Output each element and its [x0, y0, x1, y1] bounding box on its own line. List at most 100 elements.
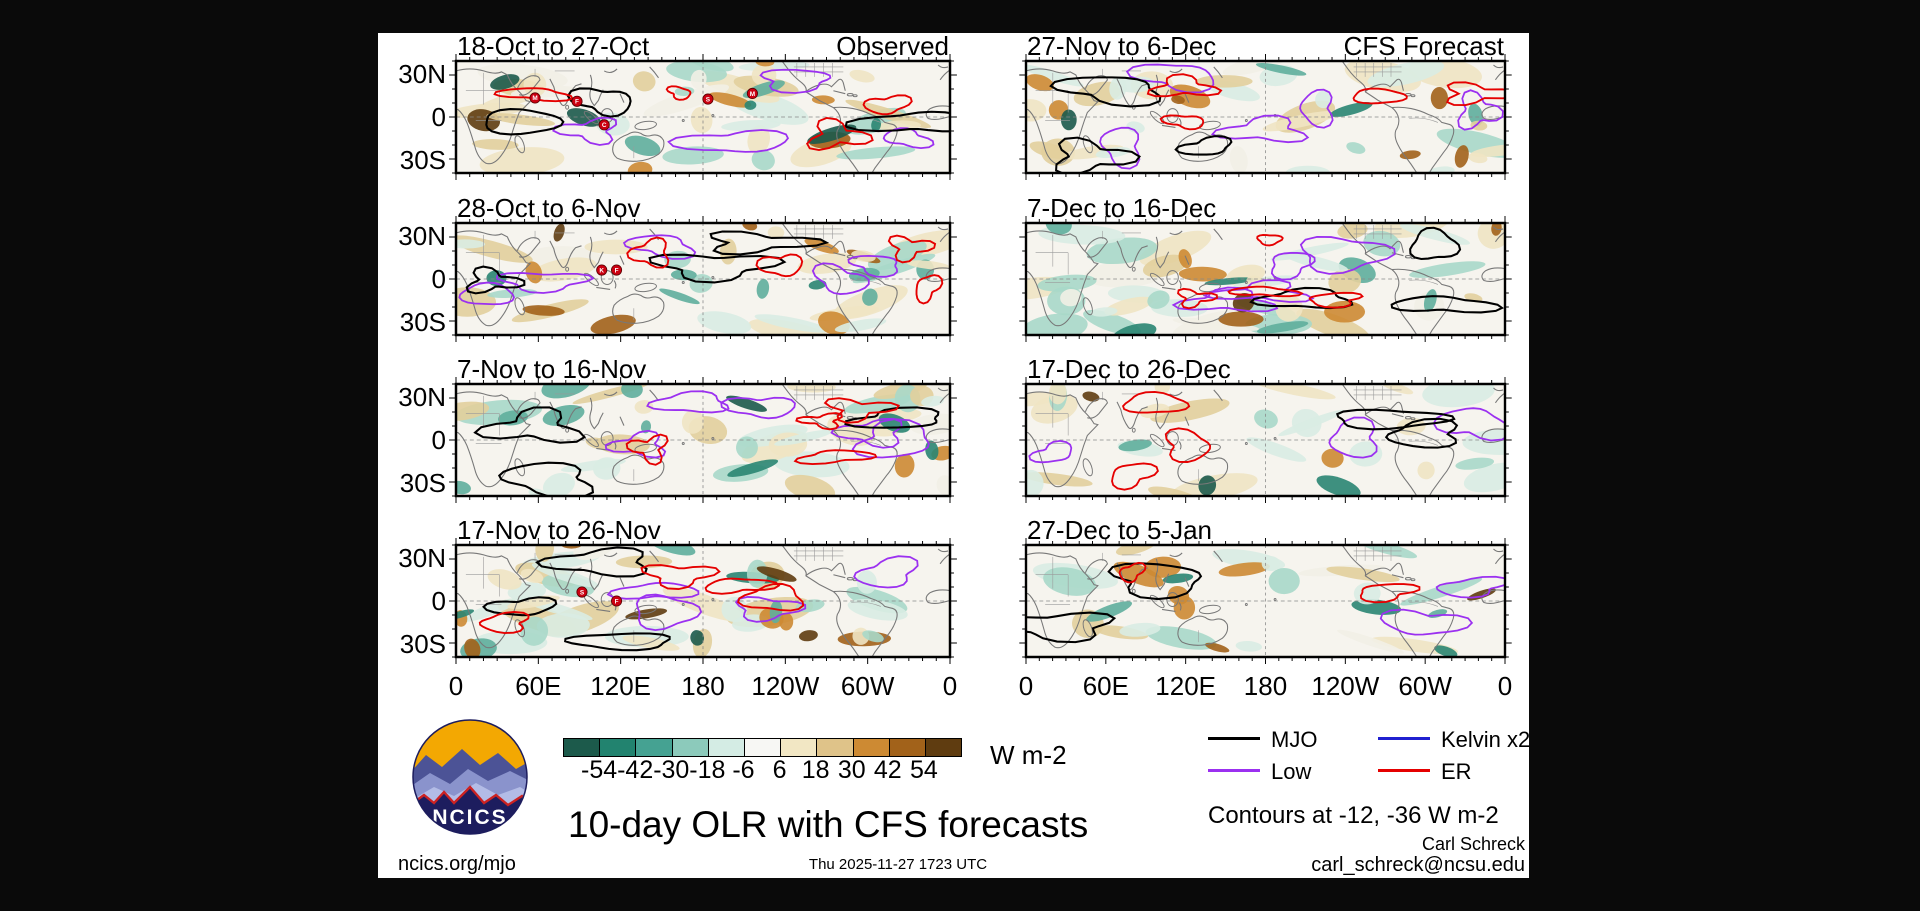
- colorbar-tick-label: -42: [617, 756, 654, 784]
- panel-title: 18-Oct to 27-Oct: [457, 31, 650, 61]
- y-axis-label: 30N: [398, 221, 446, 251]
- x-axis-label: 0: [942, 671, 958, 701]
- olr-anomaly-map: SF: [449, 538, 957, 664]
- map-panel-fc-1: 27-Nov to 6-Dec CFS Forecast: [1019, 33, 1512, 180]
- y-axis-label: 0: [431, 586, 446, 616]
- panel-title: 27-Dec to 5-Jan: [1027, 515, 1212, 545]
- contours-note: Contours at -12, -36 W m-2: [1208, 802, 1499, 829]
- x-axis-label: 180: [681, 671, 725, 701]
- panel-title: 7-Nov to 16-Nov: [457, 354, 647, 384]
- storm-icon: [611, 264, 623, 276]
- olr-anomaly-map: [449, 377, 957, 503]
- svg-text:S: S: [706, 96, 711, 103]
- svg-text:F: F: [615, 267, 619, 274]
- svg-text:S: S: [580, 589, 585, 596]
- logo-text: NCICS: [432, 806, 507, 829]
- colorbar-unit: W m-2: [990, 740, 1067, 770]
- olr-anomaly-map: M F C S M: [449, 54, 957, 180]
- y-axis-label: 30N: [398, 59, 446, 89]
- storm-icon: [596, 264, 608, 276]
- storm-icon: [702, 93, 714, 105]
- svg-text:M: M: [532, 95, 537, 102]
- y-axis-label: 0: [431, 425, 446, 455]
- colorbar-segment: [600, 739, 637, 756]
- y-axis-label: 30S: [399, 468, 446, 498]
- storm-icon: [746, 87, 758, 100]
- main-title: 10-day OLR with CFS forecasts: [568, 804, 1089, 845]
- x-axis-label: 0: [1497, 671, 1513, 701]
- x-axis-label: 180: [1243, 671, 1288, 701]
- legend-label: Kelvin x2: [1441, 727, 1531, 752]
- y-axis-label: 30S: [399, 307, 446, 337]
- figure-canvas: 18-Oct to 27-Oct Observed M F C S M 30N 0 30…: [378, 31, 1530, 878]
- credit-name: Carl Schreck: [1421, 834, 1525, 854]
- site-url: ncics.org/mjo: [398, 853, 516, 875]
- panel-title: 28-Oct to 6-Nov: [457, 193, 641, 223]
- kelvin-line-swatch: [1378, 737, 1430, 740]
- map-panel-fc-2: 7-Dec to 16-Dec: [1019, 195, 1512, 342]
- x-axis-label: 0: [448, 671, 464, 701]
- storm-icon: [611, 595, 623, 607]
- x-axis-label: 0: [1018, 671, 1034, 701]
- storm-icon: [529, 92, 541, 104]
- map-panel-obs-3: 7-Nov to 16-Nov 30N 0 30S: [398, 356, 957, 503]
- x-axis-label: 60W: [1398, 671, 1452, 701]
- y-axis-label: 0: [431, 264, 446, 294]
- ncics-logo: NCICS: [412, 719, 528, 835]
- legend-label: Low: [1271, 759, 1312, 784]
- x-axis-label: 60W: [840, 671, 895, 701]
- colorbar-tick-label: 18: [801, 756, 830, 784]
- colorbar-tick-label: -6: [732, 756, 755, 784]
- panel-corner-label: CFS Forecast: [1343, 31, 1504, 61]
- colorbar-segment: [744, 739, 782, 756]
- map-panel-fc-4: 27-Dec to 5-Jan: [1019, 517, 1512, 664]
- panel-title: 7-Dec to 16-Dec: [1027, 193, 1217, 223]
- colorbar-segment: [636, 739, 673, 756]
- y-axis-label: 30S: [399, 629, 446, 659]
- colorbar-segment: [925, 739, 962, 756]
- colorbar-tick-label: 54: [910, 756, 938, 784]
- colorbar-segment: [672, 739, 709, 756]
- storm-icon: [598, 119, 610, 131]
- logo-art: NCICS: [413, 720, 527, 834]
- y-axis-label: 30S: [399, 145, 446, 175]
- x-axis-left: 0 60E 120E 180 120W 60W 0: [449, 671, 957, 701]
- colorbar-tick-label: 30: [837, 756, 866, 784]
- colorbar: [563, 738, 962, 757]
- olr-anomaly-map: [1019, 54, 1512, 180]
- credit-email: carl_schreck@ncsu.edu: [1311, 854, 1525, 876]
- panel-corner-label: Observed: [836, 31, 949, 61]
- er-line-swatch: [1378, 769, 1430, 772]
- olr-anomaly-map: [1019, 377, 1512, 503]
- storm-icon: [576, 586, 588, 598]
- y-axis-label: 0: [431, 102, 446, 132]
- legend-item-kelvin: Kelvin x2: [1378, 725, 1538, 755]
- colorbar-tick-label: -54: [581, 756, 618, 784]
- map-panel-fc-3: 17-Dec to 26-Dec: [1019, 356, 1512, 503]
- legend-label: ER: [1441, 759, 1472, 784]
- y-axis-label: 30N: [398, 543, 446, 573]
- panel-title: 27-Nov to 6-Dec: [1027, 31, 1217, 61]
- colorbar-tick-label: -18: [689, 756, 726, 784]
- olr-anomaly-map: [1019, 538, 1512, 664]
- legend-label: MJO: [1271, 727, 1318, 752]
- x-axis-label: 120E: [1155, 671, 1217, 701]
- panel-title: 17-Dec to 26-Dec: [1027, 354, 1231, 384]
- olr-anomaly-map: [1019, 216, 1512, 342]
- colorbar-segment: [853, 739, 890, 756]
- legend-item-er: ER: [1378, 757, 1538, 787]
- x-axis-label: 60E: [515, 671, 562, 701]
- legend-item-mjo: MJO: [1208, 725, 1368, 755]
- colorbar-segment: [817, 739, 854, 756]
- svg-text:K: K: [599, 267, 604, 274]
- x-axis-label: 120W: [1311, 671, 1380, 701]
- colorbar-tick-label: -30: [653, 756, 690, 784]
- low-line-swatch: [1208, 769, 1260, 772]
- colorbar-tick-labels: -54 -42 -30 -18 -6 6 18 30 42 54: [563, 756, 960, 784]
- svg-text:C: C: [602, 122, 607, 129]
- svg-text:F: F: [575, 99, 579, 106]
- x-axis-label: 60E: [1082, 671, 1129, 701]
- colorbar-tick-label: 42: [873, 756, 902, 784]
